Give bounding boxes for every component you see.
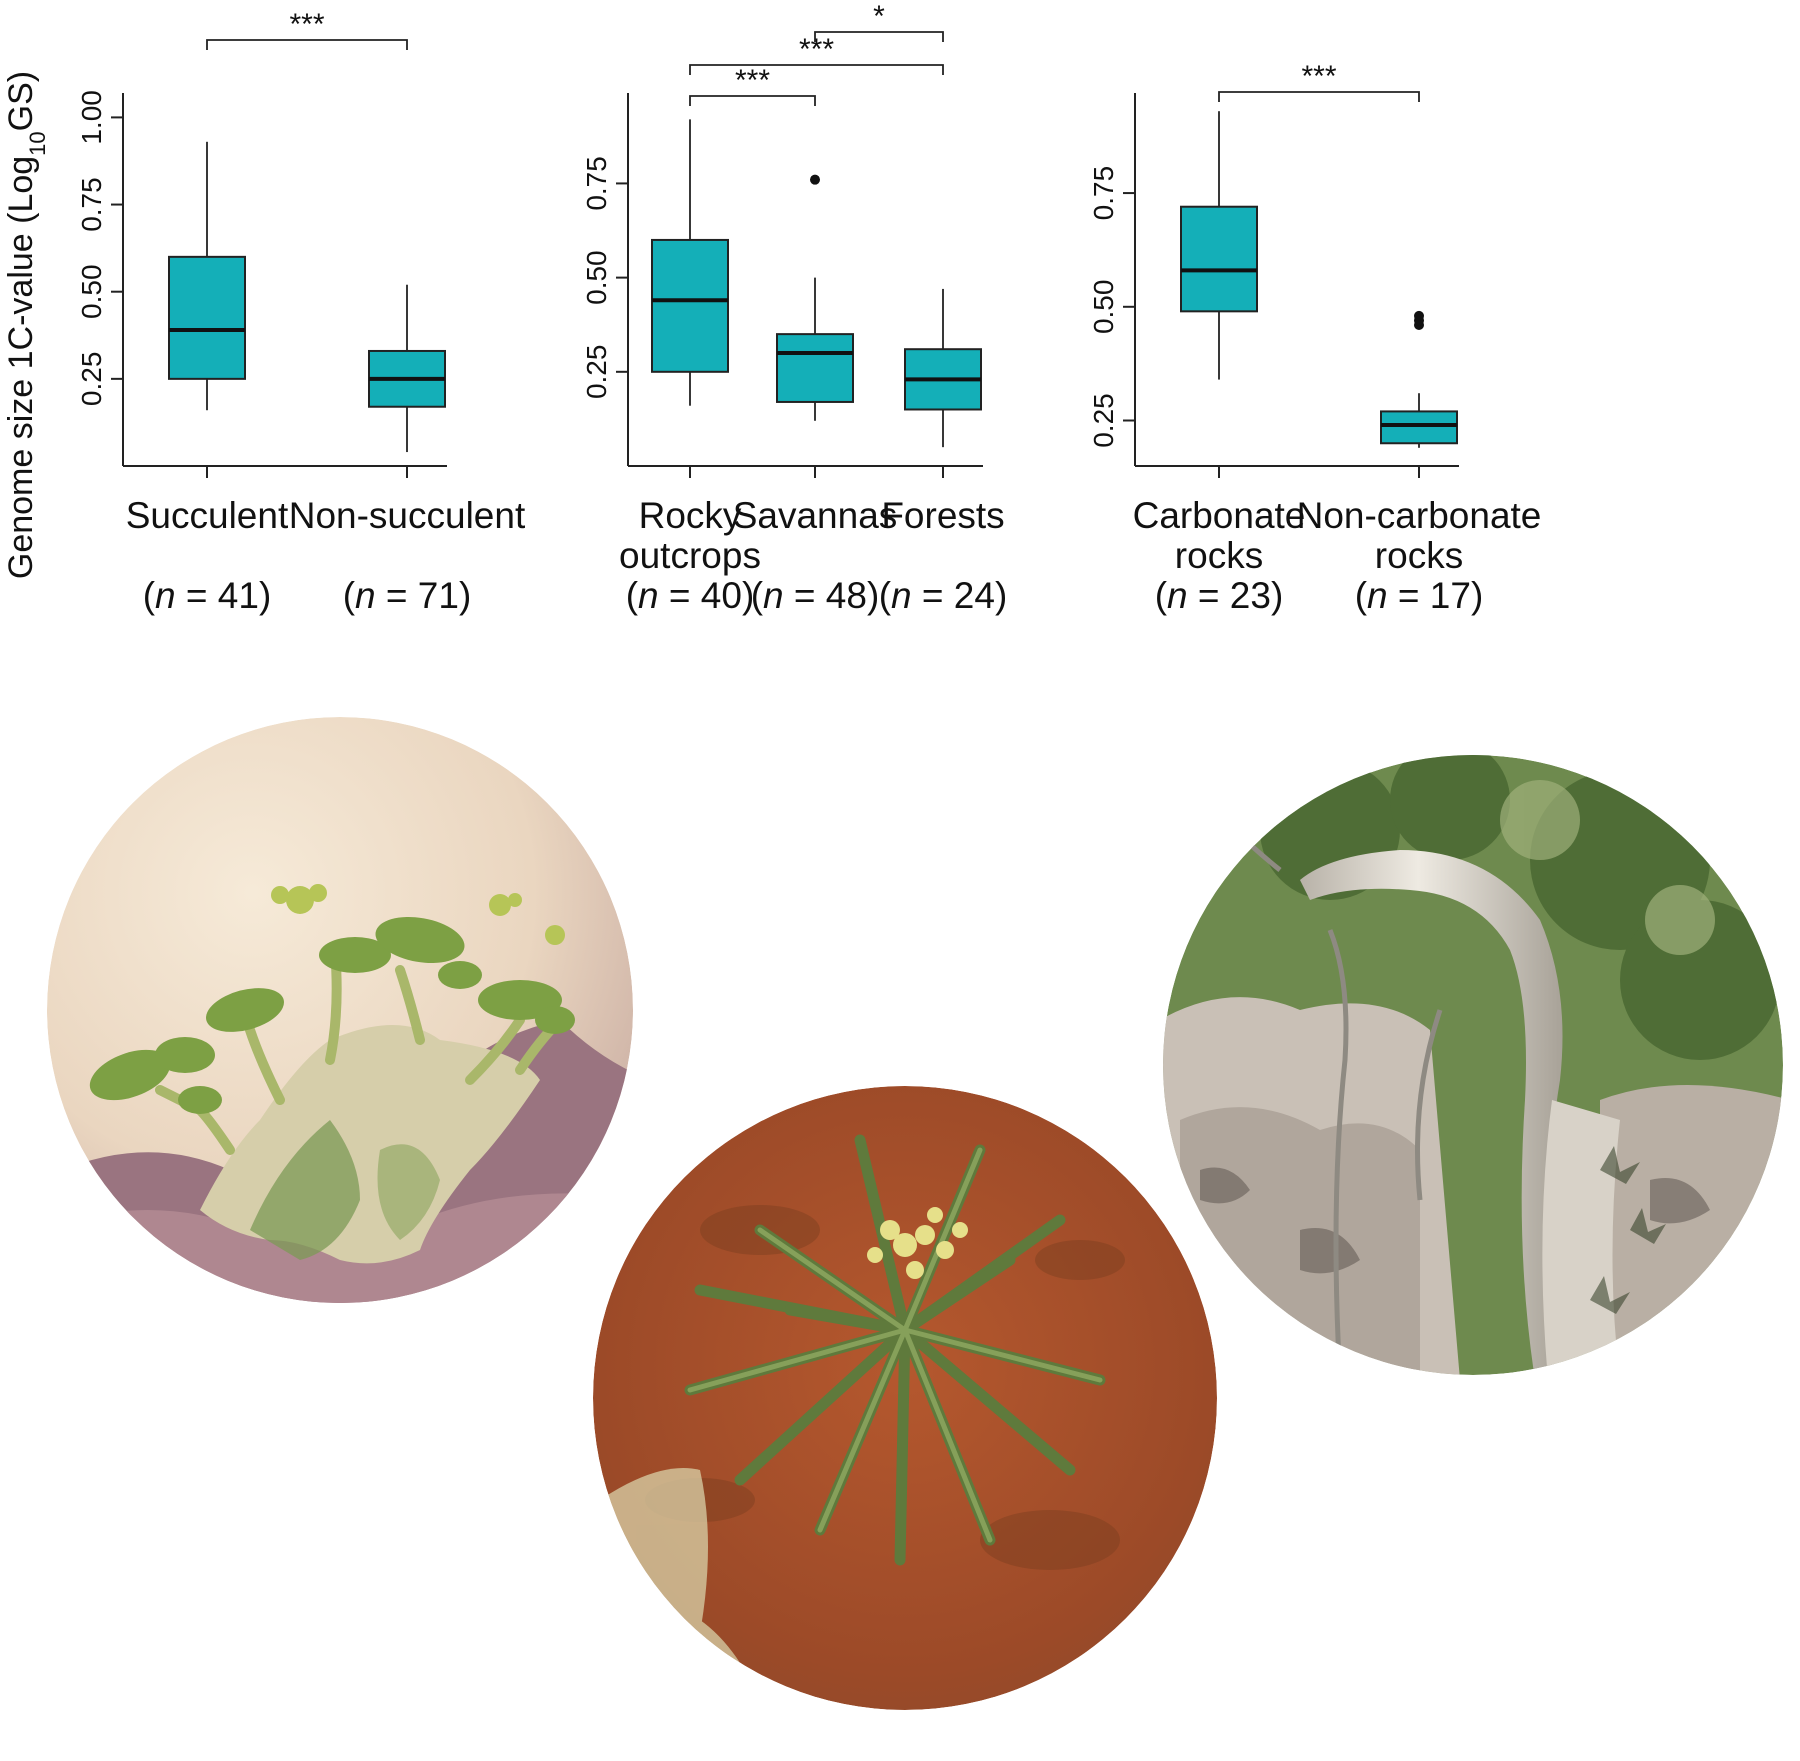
sample-size-label: (n = 40): [626, 575, 755, 616]
category-label: Rocky: [639, 495, 742, 536]
y-tick-label: 0.50: [581, 250, 612, 305]
box: [168, 255, 246, 380]
sample-size-label: (n = 71): [343, 575, 472, 616]
sample-size-label: (n = 24): [879, 575, 1008, 616]
y-tick-label: 0.25: [76, 352, 107, 407]
y-tick-label: 0.25: [581, 345, 612, 400]
category-label: Succulent: [126, 495, 289, 536]
y-tick-label: 0.25: [1088, 393, 1119, 448]
y-tick-label: 0.75: [76, 177, 107, 232]
significance-label: *: [873, 0, 885, 33]
boxplot-growth-form: 0.25 0.50 0.75 1.00 Succulent (n = 41) Non-suc…: [76, 8, 526, 616]
outlier-point: [810, 174, 820, 185]
box: [651, 238, 729, 373]
box: [776, 333, 854, 403]
outlier-point: [1414, 310, 1424, 321]
category-label: rocks: [1175, 535, 1263, 576]
category-label: Carbonate: [1133, 495, 1306, 536]
y-axis-label: Genome size 1C-value (Log10GS): [2, 71, 50, 579]
significance-bracket: [814, 31, 944, 42]
significance-bracket: [689, 64, 944, 75]
significance-label: ***: [799, 33, 834, 66]
photo-succulent-plant: [47, 717, 633, 1303]
significance-label: ***: [735, 64, 770, 97]
box: [1380, 410, 1458, 445]
category-label: Non-succulent: [289, 495, 526, 536]
sample-size-label: (n = 23): [1155, 575, 1284, 616]
sample-size-label: (n = 41): [143, 575, 272, 616]
y-tick-label: 0.50: [1088, 280, 1119, 335]
category-label: outcrops: [619, 535, 761, 576]
y-tick-label: 0.50: [76, 264, 107, 319]
significance-label: ***: [1301, 60, 1336, 93]
category-label: rocks: [1375, 535, 1463, 576]
photo-savanna-plant: [593, 1086, 1217, 1710]
category-label: Non-carbonate: [1297, 495, 1542, 536]
sample-size-label: (n = 17): [1355, 575, 1484, 616]
significance-bracket: [1218, 91, 1420, 102]
significance-bracket: [206, 39, 408, 50]
category-label: Forests: [881, 495, 1004, 536]
photo-carbonate-tree: [1163, 755, 1783, 1375]
y-tick-label: 1.00: [76, 90, 107, 145]
significance-label: ***: [289, 8, 324, 41]
significance-bracket: [689, 95, 816, 106]
category-label: Savannas: [733, 495, 898, 536]
sample-size-label: (n = 48): [751, 575, 880, 616]
box: [1180, 205, 1258, 313]
y-tick-label: 0.75: [1088, 166, 1119, 221]
y-tick-label: 0.75: [581, 156, 612, 211]
